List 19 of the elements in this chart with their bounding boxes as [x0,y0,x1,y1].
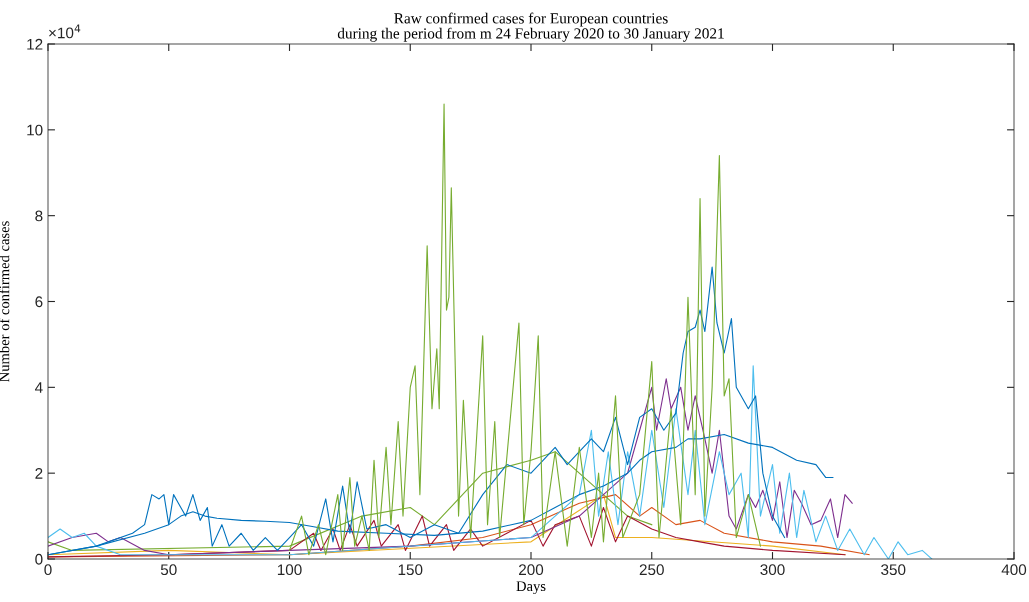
x-axis-title: Days [516,581,546,595]
x-tick-label: 0 [44,564,52,576]
y-tick-label: 6 [35,296,43,308]
y-tick-label: 2 [35,468,43,479]
x-tick-label: 300 [760,564,785,576]
x-tick-label: 350 [881,564,906,576]
x-tick-label: 150 [398,564,423,576]
x-tick-label: 200 [519,564,544,576]
chart-title: Raw confirmed cases for European countries during the period from m 24 February 2020 to 30 January 2021 [337,12,724,42]
y-tick-label: 10 [27,124,43,136]
y-tick-label: 4 [34,382,43,393]
x-tick-label: 250 [639,564,664,576]
x-tick-label: 50 [160,564,177,576]
y-tick-label: 8 [35,210,43,222]
y-tick-label: 0 [35,553,43,565]
x-tick-label: 100 [277,564,302,576]
y-tick-label: 12 [27,38,43,50]
text: ×10$^{4}$ [49,24,81,39]
x-tick-label: 400 [1001,564,1027,576]
